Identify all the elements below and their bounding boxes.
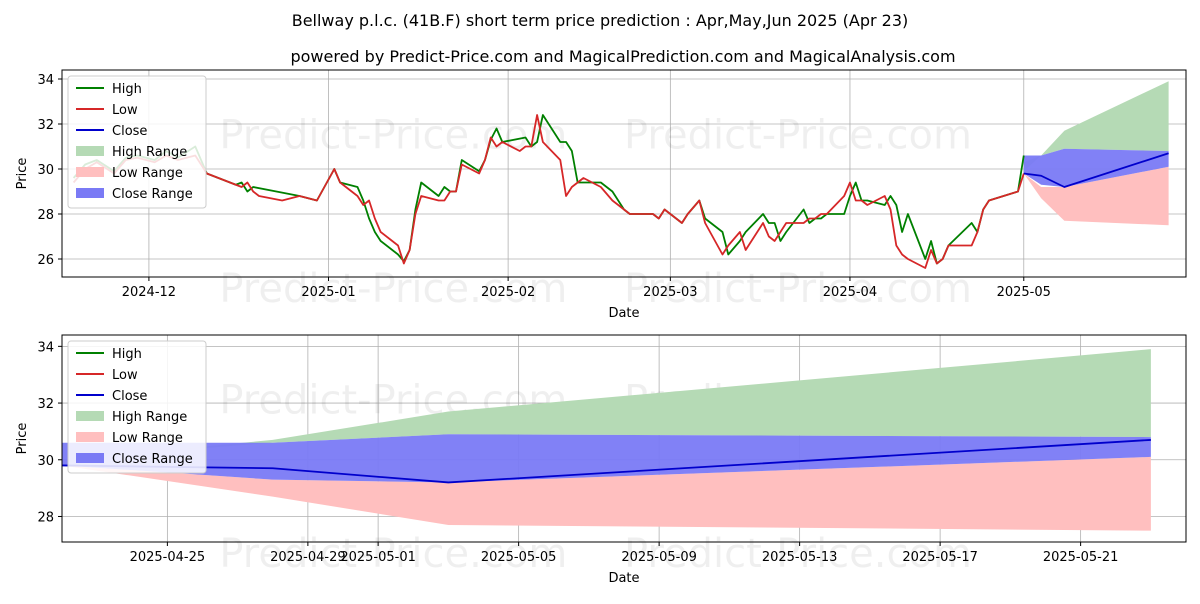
x-tick-label: 2025-02 (481, 285, 535, 300)
legend-label-high: High (112, 347, 142, 362)
legend-swatch-high-range (76, 411, 104, 421)
x-tick-label: 2024-12 (122, 285, 176, 300)
y-axis-label: Price (15, 158, 30, 190)
legend-label-high-range: High Range (112, 145, 187, 160)
x-tick-label: 2025-05 (997, 285, 1051, 300)
legend: High Low Close High Range Low Range Close Ran… (67, 340, 207, 474)
main-price-panel: Predict-Price.com Predict-Price.com Predic… (15, 69, 1187, 321)
close-range-area (1023, 148, 1169, 187)
x-axis-label: Date (608, 306, 639, 321)
high-range-area (1023, 81, 1169, 172)
legend-swatch-close-range (76, 188, 104, 198)
y-tick-label: 26 (37, 253, 54, 268)
chart-title: Bellway p.l.c. (41B.F) short term price … (292, 11, 909, 30)
y-tick-label: 34 (37, 73, 54, 88)
legend-swatch-low-range (76, 432, 104, 442)
y-axis-label: Price (15, 423, 30, 455)
legend-label-high: High (112, 82, 142, 97)
x-tick-label: 2025-03 (643, 285, 697, 300)
y-tick-label: 28 (37, 510, 54, 525)
x-tick-label: 2025-05-05 (481, 550, 557, 565)
watermark-text: Predict-Price.com (219, 113, 567, 159)
y-tick-label: 34 (37, 340, 54, 355)
y-tick-label: 28 (37, 208, 54, 223)
x-tick-label: 2025-01 (301, 285, 355, 300)
plot-frame (61, 69, 1187, 278)
legend-label-close: Close (112, 389, 147, 404)
plot-frame (61, 334, 1187, 543)
watermark-text: Predict-Price.com (624, 113, 972, 159)
watermark-text: Predict-Price.com (219, 531, 567, 577)
watermark-text: Predict-Price.com (624, 266, 972, 312)
chart-subtitle: powered by Predict-Price.com and Magical… (290, 47, 955, 66)
x-tick-label: 2025-05-21 (1043, 550, 1119, 565)
legend-label-low-range: Low Range (112, 431, 183, 446)
legend-swatch-close-range (76, 453, 104, 463)
x-tick-label: 2025-05-13 (762, 550, 838, 565)
high-range-area (62, 349, 1151, 460)
legend: High Low Close High Range Low Range Close Ran… (67, 75, 207, 209)
y-tick-label: 30 (37, 454, 54, 469)
legend-swatch-high-range (76, 146, 104, 156)
x-tick-label: 2025-05-09 (621, 550, 697, 565)
y-tick-label: 30 (37, 163, 54, 178)
low-series-line (72, 114, 1025, 269)
x-tick-label: 2025-04-25 (130, 550, 206, 565)
low-range-area (1023, 166, 1169, 226)
x-tick-label: 2025-05-17 (902, 550, 978, 565)
legend-label-low-range: Low Range (112, 166, 183, 181)
x-tick-label: 2025-05-01 (340, 550, 416, 565)
close-range-area (62, 434, 1151, 483)
x-tick-label: 2025-04-29 (270, 550, 346, 565)
legend-label-high-range: High Range (112, 410, 187, 425)
legend-label-low: Low (112, 368, 138, 383)
legend-label-close-range: Close Range (112, 452, 193, 467)
x-tick-label: 2025-04 (823, 285, 877, 300)
y-tick-label: 32 (37, 118, 54, 133)
low-range-area (62, 456, 1151, 531)
watermark-text: Predict-Price.com (219, 266, 567, 312)
legend-swatch-low-range (76, 167, 104, 177)
legend-label-low: Low (112, 103, 138, 118)
watermark-text: Predict-Price.com (624, 531, 972, 577)
close-series-line (1023, 152, 1169, 188)
y-tick-label: 32 (37, 397, 54, 412)
x-axis-label: Date (608, 571, 639, 586)
legend-label-close-range: Close Range (112, 187, 193, 202)
legend-label-close: Close (112, 124, 147, 139)
